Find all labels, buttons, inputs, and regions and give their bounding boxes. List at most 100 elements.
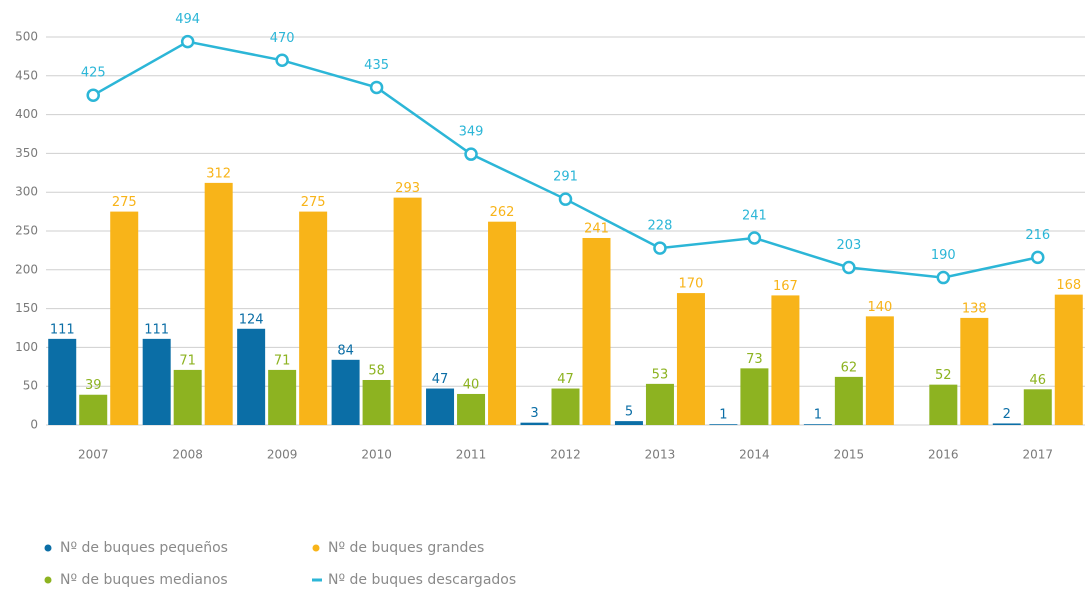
legend-swatch (312, 544, 320, 552)
data-label: 62 (841, 360, 858, 375)
bar (488, 221, 517, 425)
data-label: 140 (867, 300, 892, 315)
line-marker (180, 34, 195, 49)
data-label: 435 (364, 58, 389, 73)
legend-swatch (44, 576, 52, 584)
data-label: 275 (301, 195, 326, 210)
bar (740, 368, 769, 425)
data-label: 291 (553, 170, 578, 185)
data-label: 170 (679, 277, 704, 292)
line (92, 40, 1039, 279)
data-label: 138 (962, 301, 987, 316)
y-tick-label: 150 (15, 301, 38, 315)
legend-label: Nº de buques descargados (328, 572, 516, 588)
data-label: 46 (1029, 373, 1046, 388)
data-label: 53 (652, 367, 669, 382)
data-label: 52 (935, 368, 952, 383)
x-tick-label: 2007 (78, 448, 109, 462)
bar (520, 422, 549, 425)
bar (204, 182, 233, 425)
legend-label: Nº de buques medianos (60, 572, 228, 588)
bar (614, 421, 643, 425)
x-tick-label: 2017 (1022, 448, 1053, 462)
data-label: 58 (368, 363, 385, 378)
data-label: 3 (530, 406, 538, 421)
y-tick-label: 350 (15, 146, 38, 160)
data-label: 71 (179, 353, 196, 368)
line-marker (936, 270, 951, 285)
data-label: 84 (337, 343, 354, 358)
data-label: 349 (459, 125, 484, 140)
legend-swatch (44, 544, 52, 552)
data-label: 47 (557, 372, 574, 387)
data-label: 241 (742, 208, 767, 223)
bar (960, 317, 989, 425)
bar (331, 359, 360, 425)
data-label: 71 (274, 353, 291, 368)
x-tick-label: 2014 (739, 448, 770, 462)
data-label: 293 (395, 181, 420, 196)
y-tick-label: 0 (30, 418, 38, 432)
data-label: 262 (490, 205, 515, 220)
bar (929, 384, 958, 425)
x-tick-label: 2011 (456, 448, 487, 462)
y-tick-label: 200 (15, 262, 38, 276)
bar (1023, 389, 1052, 425)
data-label: 111 (50, 322, 75, 337)
bar (803, 424, 832, 425)
x-tick-label: 2015 (834, 448, 865, 462)
legend-label: Nº de buques pequeños (60, 540, 228, 556)
y-tick-label: 500 (15, 30, 38, 44)
line-marker (842, 260, 856, 275)
x-tick-label: 2013 (645, 448, 676, 462)
line-marker (747, 231, 762, 245)
data-label: 216 (1025, 228, 1050, 243)
data-label: 275 (112, 195, 137, 210)
line-marker (275, 53, 289, 68)
x-tick-label: 2016 (928, 448, 959, 462)
bar (1054, 294, 1083, 425)
line-marker (369, 80, 384, 95)
bar (551, 388, 580, 425)
data-label: 168 (1056, 278, 1081, 293)
x-tick-label: 2008 (172, 448, 203, 462)
bar (268, 369, 297, 425)
y-tick-label: 400 (15, 107, 38, 121)
bar (771, 295, 800, 425)
y-tick-label: 100 (15, 340, 38, 354)
line-marker (1031, 250, 1045, 265)
y-tick-label: 250 (15, 224, 38, 238)
legend-label: Nº de buques grandes (328, 540, 484, 556)
bar (676, 293, 705, 425)
data-label: 40 (463, 377, 480, 392)
x-tick-label: 2009 (267, 448, 298, 462)
y-tick-label: 300 (15, 185, 38, 199)
data-label: 203 (836, 238, 861, 253)
bar (992, 423, 1021, 425)
bar (426, 388, 455, 425)
bar (709, 424, 738, 425)
data-label: 111 (144, 322, 169, 337)
bar (645, 383, 674, 425)
bar (457, 393, 486, 425)
data-label: 2 (1003, 407, 1011, 422)
y-tick-label: 450 (15, 68, 38, 82)
data-label: 494 (175, 12, 200, 27)
bar (582, 237, 611, 425)
data-label: 73 (746, 352, 763, 367)
data-label: 470 (270, 31, 295, 46)
line-marker (464, 147, 478, 161)
bar (237, 328, 266, 425)
data-label: 228 (648, 219, 673, 234)
x-tick-label: 2012 (550, 448, 581, 462)
bar (173, 369, 202, 425)
bar (299, 211, 328, 425)
bar (48, 338, 77, 425)
data-label: 1 (719, 408, 727, 423)
data-label: 241 (584, 221, 609, 236)
data-label: 1 (814, 408, 822, 423)
data-label: 5 (625, 405, 633, 420)
data-label: 39 (85, 378, 102, 393)
data-label: 190 (931, 248, 956, 263)
